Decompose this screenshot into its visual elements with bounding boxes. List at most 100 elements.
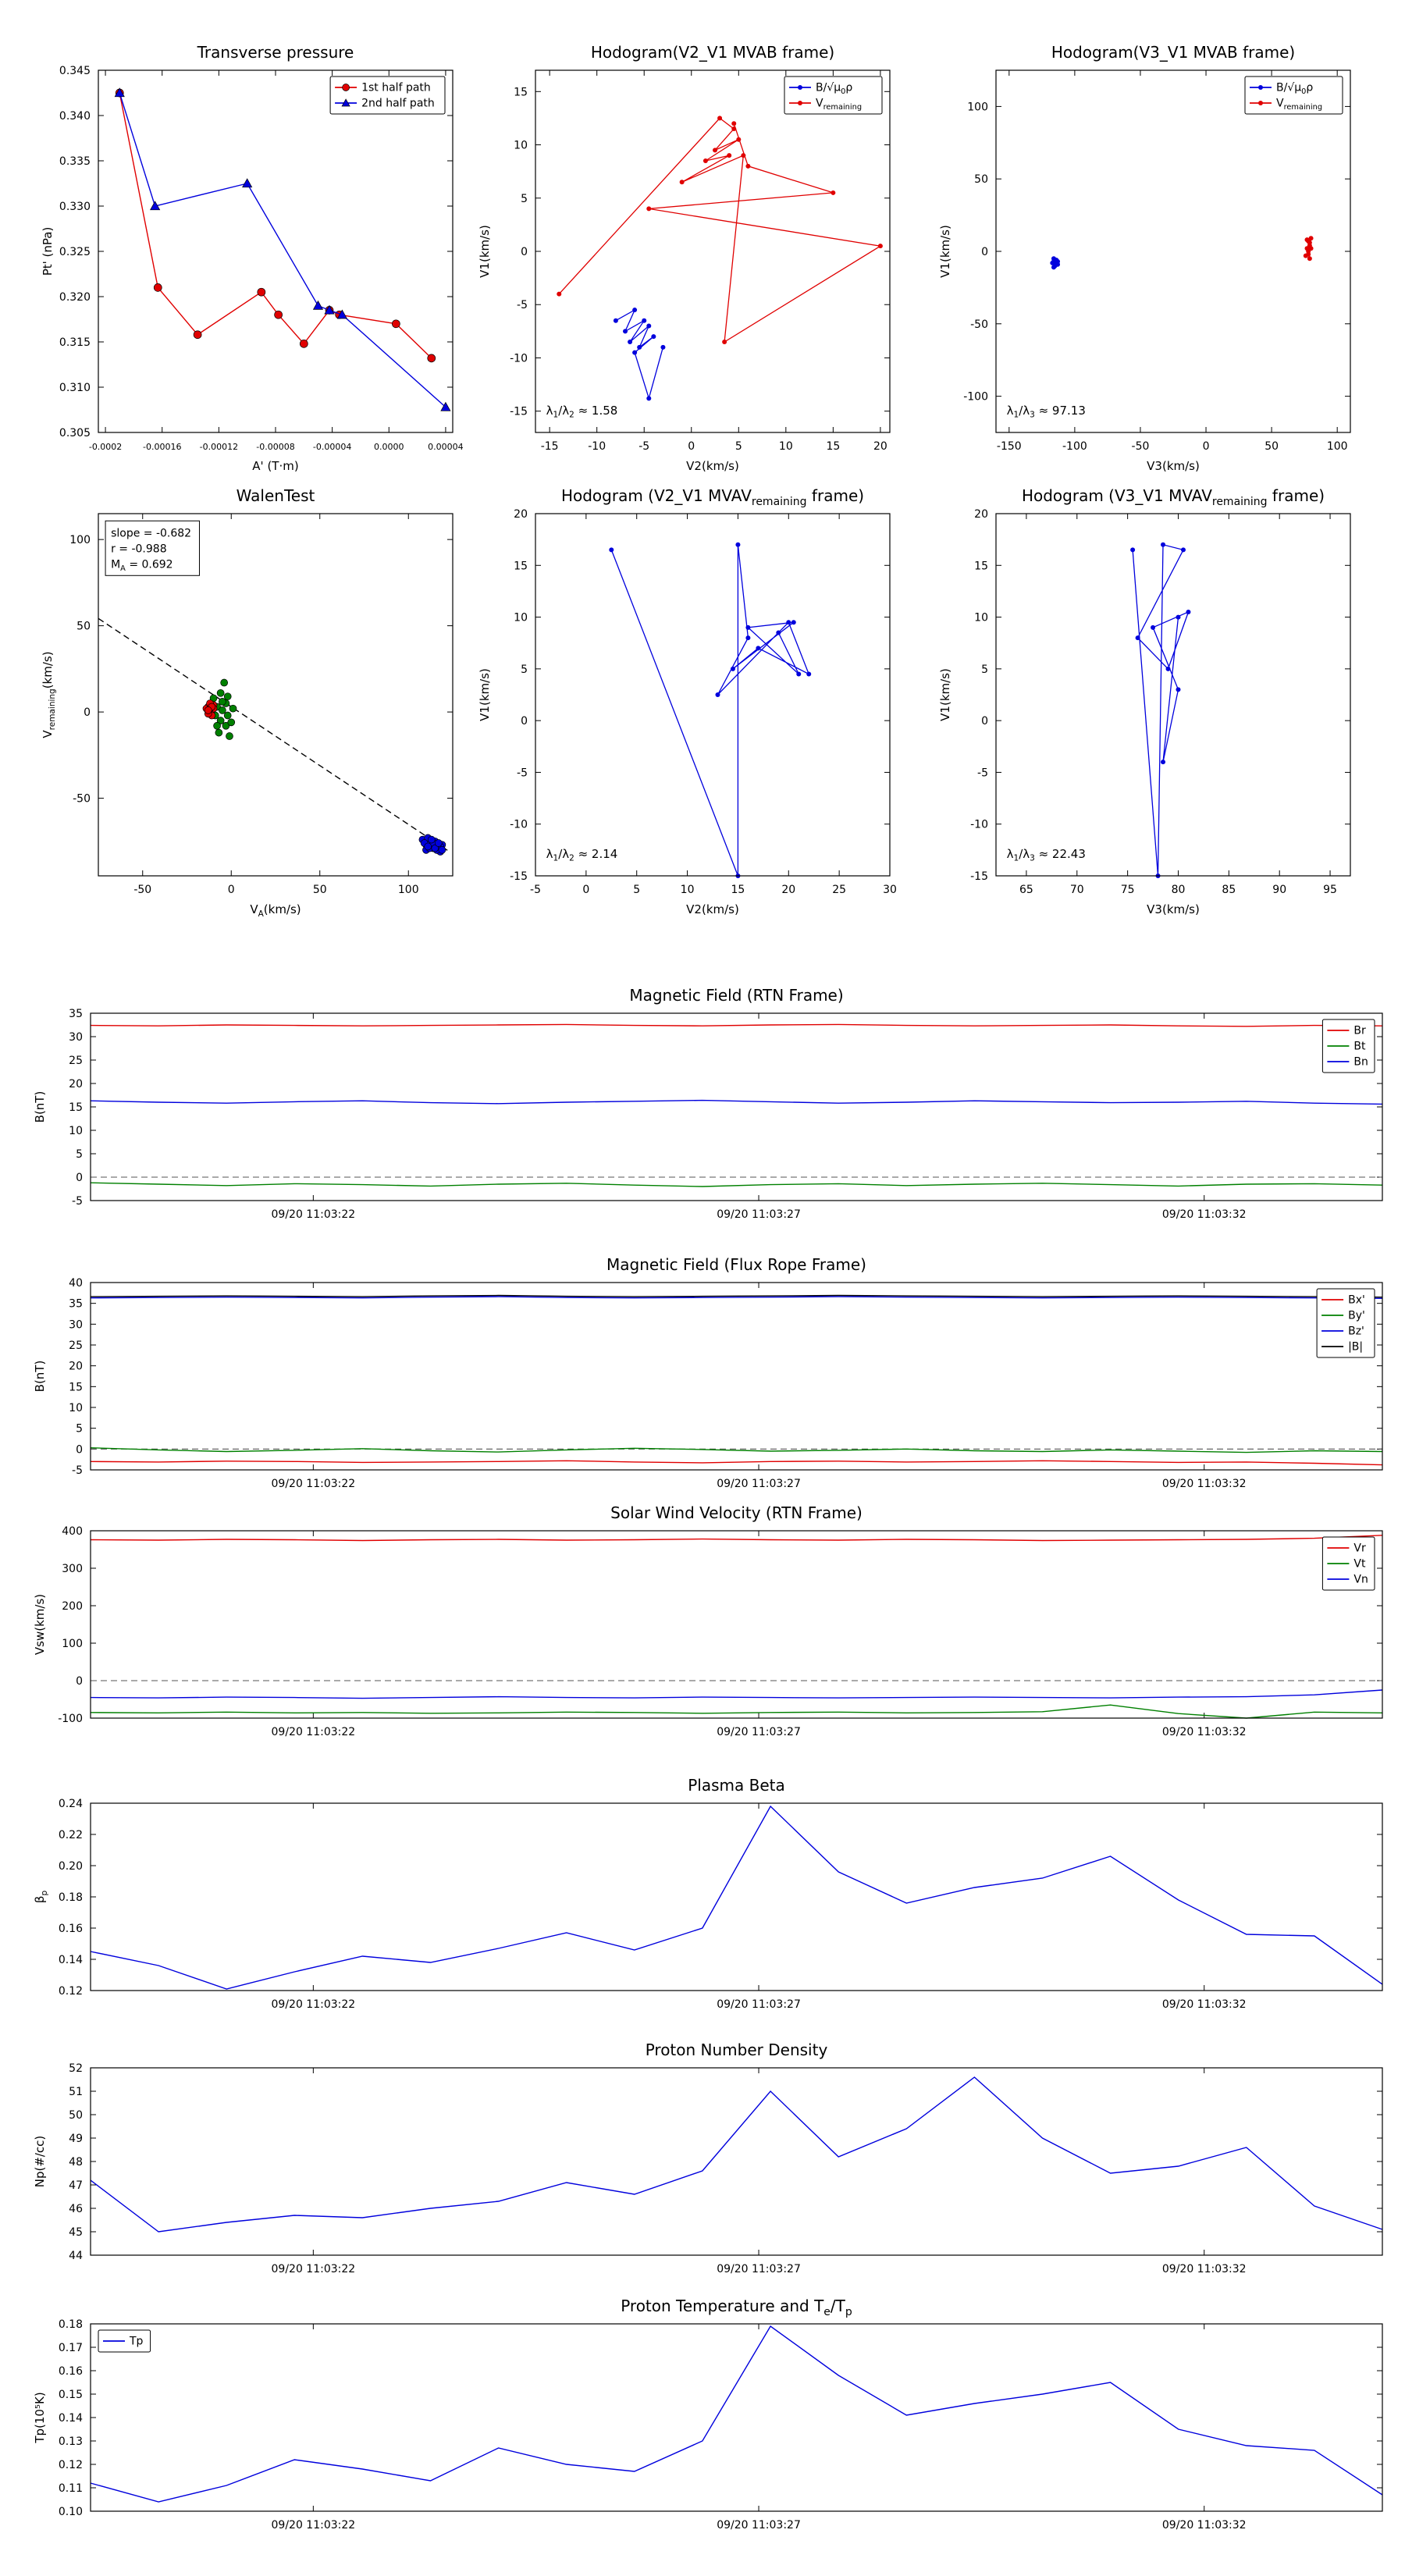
svg-text:10: 10 [779,440,793,453]
svg-text:65: 65 [1019,884,1033,896]
svg-text:0.18: 0.18 [59,1891,83,1904]
transverse-pressure-legend: 1st half path 2nd half path [329,76,446,115]
hodogram-v3v1-mvab-series-v-remaining [1303,236,1314,262]
svg-text:51: 51 [69,2086,83,2098]
svg-text:10: 10 [514,612,528,624]
chart-walen-test: WalenTest -50 0 50 100 -50 0 50 100 VA​(km/s) Vrem… [31,479,468,924]
svg-text:09/20 11:03:27: 09/20 11:03:27 [717,1726,801,1738]
svg-text:20: 20 [781,884,795,896]
svg-text:Vsw(km/s): Vsw(km/s) [33,1594,47,1655]
svg-text:0: 0 [981,715,988,728]
svg-text:35: 35 [69,1298,83,1311]
hodogram-v3v1-mvav-ylabel: V1(km/s) [938,668,952,721]
svg-text:09/20 11:03:27: 09/20 11:03:27 [717,1998,801,2011]
svg-text:V3(km/s): V3(km/s) [1147,459,1200,473]
transverse-pressure-tick-labels: -0.0002 -0.00016 -0.00012 -0.00008 -0.00004 0… [59,65,464,452]
svg-text:V1(km/s): V1(km/s) [938,225,952,278]
svg-text:-50: -50 [133,884,151,896]
magnetic-field-flux-rope-series-by-prime [90,1447,1383,1453]
svg-text:47: 47 [69,2179,83,2192]
hodogram-v2v1-mvab-annotation: λ1​/λ2​ ≈ 1.58 [546,404,618,420]
svg-text:Hodogram(V3_V1 MVAB frame): Hodogram(V3_V1 MVAB frame) [1051,43,1295,62]
chart-hodogram-v3v1-mvab: Hodogram(V3_V1 MVAB frame) -150 -100 -50 0 50… [929,36,1366,481]
magnetic-field-flux-rope-series-bmag [90,1294,1383,1298]
svg-text:0.305: 0.305 [59,427,91,439]
svg-text:0.16: 0.16 [59,1923,83,1935]
svg-text:-150: -150 [997,440,1022,453]
svg-text:09/20 11:03:32: 09/20 11:03:32 [1162,2519,1247,2532]
magnetic-field-flux-rope-legend: Bx' By' Bz' |B| [1316,1288,1375,1358]
svg-text:0: 0 [521,246,528,258]
svg-text:09/20 11:03:27: 09/20 11:03:27 [717,2263,801,2275]
svg-text:10: 10 [514,140,528,152]
svg-text:0: 0 [76,1675,83,1688]
svg-text:30: 30 [883,884,897,896]
magnetic-field-flux-rope-series-bx-prime [90,1460,1383,1466]
solar-wind-velocity-title: Solar Wind Velocity (RTN Frame) [610,1503,863,1522]
svg-text:0.16: 0.16 [59,2365,83,2378]
walen-test-title: WalenTest [237,486,315,505]
magnetic-field-flux-rope-series-bz-prime [90,1296,1383,1299]
proton-temperature-title: Proton Temperature and Te​/Tp​ [621,2297,852,2318]
svg-text:09/20 11:03:22: 09/20 11:03:22 [272,2519,356,2532]
svg-text:0: 0 [76,1172,83,1184]
walen-test-xlabel: VA​(km/s) [250,902,301,919]
svg-text:-100: -100 [58,1713,83,1725]
transverse-pressure-series-2nd-half-path [114,87,451,411]
svg-text:50: 50 [76,621,91,633]
hodogram-v3v1-mvav-annotation: λ1​/λ3​ ≈ 22.43 [1007,847,1086,863]
svg-text:15: 15 [69,1101,83,1114]
svg-text:15: 15 [974,560,988,572]
transverse-pressure-title: Transverse pressure [197,43,354,62]
svg-text:-5: -5 [517,767,528,779]
svg-text:0.14: 0.14 [59,1954,83,1966]
svg-text:35: 35 [69,1008,83,1020]
magnetic-field-flux-rope-ylabel: B(nT) [33,1361,47,1393]
hodogram-v3v1-mvab-ylabel: V1(km/s) [938,225,952,278]
svg-text:09/20 11:03:27: 09/20 11:03:27 [717,1208,801,1221]
svg-text:0: 0 [1203,440,1210,453]
svg-text:-15: -15 [510,406,528,418]
svg-text:25: 25 [69,1340,83,1352]
svg-text:Vn: Vn [1353,1574,1368,1586]
svg-text:Vremaining​: Vremaining​ [816,98,862,112]
svg-text:25: 25 [832,884,846,896]
svg-text:Vremaining​: Vremaining​ [1276,98,1322,112]
svg-text:49: 49 [69,2133,83,2145]
svg-text:-5: -5 [517,299,528,311]
hodogram-v3v1-mvav-title: Hodogram (V3_V1 MVAVremaining​ frame) [1022,486,1325,508]
walen-test-series-points-blue [418,834,446,856]
hodogram-v3v1-mvab-tick-labels: -150 -100 -50 0 50 100 -100 -50 0 50 100 [963,101,1347,453]
svg-text:100: 100 [398,884,419,896]
hodogram-v2v1-mvab-xlabel: V2(km/s) [686,459,739,473]
svg-text:-0.00008: -0.00008 [256,442,294,452]
magnetic-field-rtn-series-bt [90,1182,1383,1187]
svg-text:0: 0 [76,1443,83,1456]
svg-text:-5: -5 [638,440,649,453]
svg-text:5: 5 [521,193,528,205]
walen-test-ylabel: Vremaining​(km/s) [41,651,57,738]
proton-number-density-series-np [90,2076,1383,2233]
svg-text:09/20 11:03:32: 09/20 11:03:32 [1162,1726,1247,1738]
svg-text:Tp(10⁵K): Tp(10⁵K) [33,2392,47,2443]
chart-hodogram-v2v1-mvav: Hodogram (V2_V1 MVAVremaining​ frame) -5 0… [468,479,905,924]
svg-text:Magnetic Field (RTN Frame): Magnetic Field (RTN Frame) [629,986,843,1005]
svg-text:0.00004: 0.00004 [428,442,464,452]
svg-text:0.15: 0.15 [59,2389,83,2401]
solar-wind-velocity-tick-labels: 09/20 11:03:22 09/20 11:03:27 09/20 11:03:… [58,1525,1246,1738]
svg-text:-100: -100 [1062,440,1087,453]
svg-text:10: 10 [681,884,695,896]
hodogram-v3v1-mvav-tick-labels: 65 70 75 80 85 90 95 -15 -10 -5 0 5 10 15 20 [970,508,1337,896]
svg-text:Br: Br [1353,1025,1366,1037]
svg-text:Bx': Bx' [1348,1294,1365,1307]
chart-proton-number-density: Proton Number Density 09/20 11:03:22 09/20… [23,2033,1393,2304]
svg-text:B/√μ0​ρ: B/√μ0​ρ [816,82,852,97]
svg-text:95: 95 [1323,884,1337,896]
svg-text:Hodogram (V2_V1 MVAVremaining​: Hodogram (V2_V1 MVAVremaining​ frame) [561,486,864,508]
plasma-beta-tick-labels: 09/20 11:03:22 09/20 11:03:27 09/20 11:03:… [59,1798,1247,2011]
plasma-beta-ylabel: βp​ [33,1891,49,1904]
svg-text:09/20 11:03:22: 09/20 11:03:22 [272,1208,356,1221]
svg-text:25: 25 [69,1055,83,1067]
svg-text:λ1​/λ2​ ≈ 2.14: λ1​/λ2​ ≈ 2.14 [546,847,618,863]
